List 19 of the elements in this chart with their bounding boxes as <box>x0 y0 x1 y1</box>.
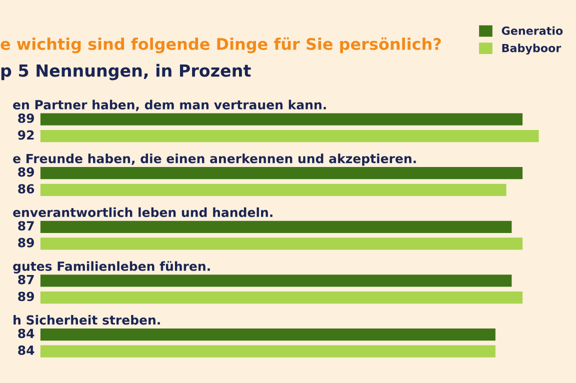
data-label: 89 <box>18 238 34 248</box>
y-tick-label: e Freunde haben, die einen anerkennen und akzeptieren. <box>13 154 416 166</box>
y-tick-label: h Sicherheit streben. <box>14 315 160 325</box>
data-label: 92 <box>18 130 34 140</box>
y-tick-label: enverantwortlich leben und handeln. <box>13 207 272 218</box>
legend-label: Babyboor <box>502 44 562 54</box>
data-label: 84 <box>18 346 34 355</box>
data-label: 89 <box>18 113 34 123</box>
chart-title: e wichtig sind folgende Dinge für Sie persönlich? <box>0 37 441 54</box>
data-label: 89 <box>18 292 34 302</box>
legend-label: Generatio <box>502 26 563 35</box>
data-label: 84 <box>18 328 34 338</box>
y-tick-label: en Partner haben, dem man vertrauen kann. <box>13 100 326 112</box>
data-label: 89 <box>18 167 34 177</box>
data-label: 87 <box>18 221 34 231</box>
chart-subtitle: p 5 Nennungen, in Prozent <box>1 64 251 80</box>
data-label: 86 <box>18 184 34 194</box>
data-label: 87 <box>18 274 34 284</box>
y-tick-label: gutes Familienleben führen. <box>13 261 210 274</box>
